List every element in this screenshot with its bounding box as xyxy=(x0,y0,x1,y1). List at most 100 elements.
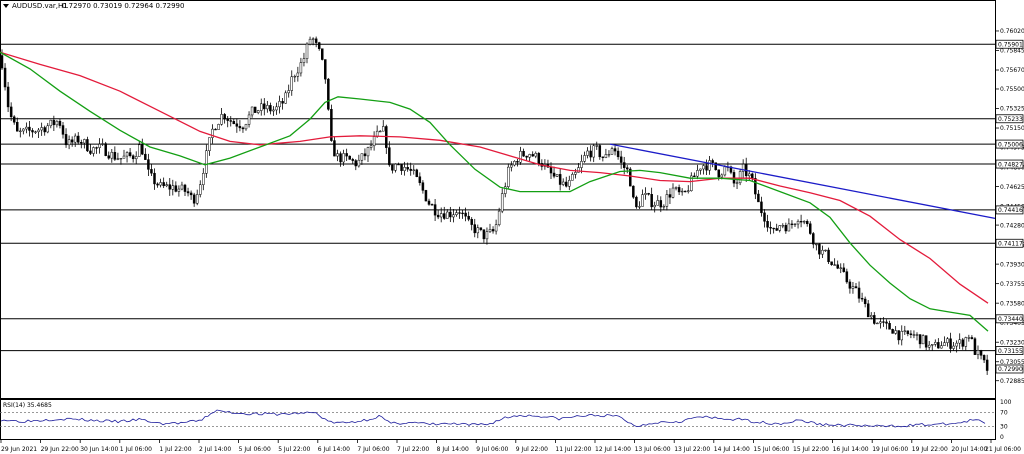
candle-body xyxy=(180,184,184,190)
x-tick-label: 5 Jul 22:00 xyxy=(278,446,310,453)
candle-body xyxy=(134,156,138,160)
candle-body xyxy=(561,181,565,185)
candle-body xyxy=(894,330,897,334)
ma-fast-line xyxy=(0,51,989,332)
candle-body xyxy=(153,172,156,185)
candle-body xyxy=(214,128,217,131)
y-tick-label: 0.75500 xyxy=(1000,86,1024,93)
candle-body xyxy=(860,298,864,300)
candle-body xyxy=(790,223,794,225)
candle-body xyxy=(64,134,68,146)
candle-body xyxy=(787,223,791,232)
candle-body xyxy=(857,287,861,299)
chart-menu-icon[interactable] xyxy=(3,4,9,8)
candle-body xyxy=(409,168,412,171)
candle-body xyxy=(769,227,772,229)
candle-body xyxy=(497,210,501,225)
candle-body xyxy=(760,201,763,214)
candle-body xyxy=(714,162,717,171)
candle-body xyxy=(863,298,867,305)
candle-body xyxy=(918,334,922,345)
candle-body xyxy=(308,38,312,45)
candle-body xyxy=(70,139,74,143)
candle-body xyxy=(763,212,766,222)
y-tick-label: 0.75150 xyxy=(1000,125,1024,132)
rsi-tick-label: 70 xyxy=(1000,410,1008,417)
candle-body xyxy=(616,150,620,158)
candle-body xyxy=(674,187,678,189)
y-tick-label: 0.76020 xyxy=(1000,28,1024,35)
candle-body xyxy=(757,193,760,203)
candle-body xyxy=(735,182,739,184)
candle-body xyxy=(16,122,19,132)
level-price-box xyxy=(995,159,1024,169)
candle-body xyxy=(253,106,257,113)
candles xyxy=(0,36,989,375)
candle-body xyxy=(159,182,162,186)
candle-body xyxy=(876,322,879,325)
candle-body xyxy=(873,315,876,324)
candle-body xyxy=(921,335,925,345)
x-tick-label: 9 Jul 06:00 xyxy=(476,446,508,453)
candle-body xyxy=(482,229,486,240)
candle-body xyxy=(202,173,205,185)
rsi-indicator: 100 70 30 0 xyxy=(0,399,1012,441)
candle-body xyxy=(430,204,434,206)
candle-body xyxy=(0,55,4,69)
candle-body xyxy=(720,174,724,178)
candle-body xyxy=(241,127,245,130)
candle-body xyxy=(43,127,46,133)
candle-body xyxy=(171,185,175,190)
candle-body xyxy=(244,124,248,130)
candle-body xyxy=(394,163,397,171)
candle-body xyxy=(12,116,16,123)
candle-body xyxy=(83,139,86,144)
ma-slow-line xyxy=(0,51,989,304)
candle-body xyxy=(378,130,382,133)
candle-body xyxy=(183,184,187,192)
candle-body xyxy=(958,339,961,344)
candle-body xyxy=(870,315,873,318)
candle-body xyxy=(772,227,775,230)
candle-body xyxy=(973,338,977,355)
candle-body xyxy=(360,153,364,161)
candle-body xyxy=(421,182,425,191)
candle-body xyxy=(317,42,321,49)
candle-body xyxy=(412,169,415,171)
candle-body xyxy=(31,130,34,133)
x-tick-label: 20 Jul 14:00 xyxy=(951,446,987,453)
candle-body xyxy=(150,169,153,174)
level-price-label: 0.75233 xyxy=(998,116,1023,123)
candle-body xyxy=(424,190,428,202)
candle-body xyxy=(549,166,553,174)
candle-body xyxy=(263,103,266,110)
candle-body xyxy=(891,329,894,334)
candle-body xyxy=(55,120,59,126)
candle-body xyxy=(67,139,71,146)
candle-body xyxy=(211,128,214,138)
x-tick-label: 14 Jul 14:00 xyxy=(714,446,750,453)
candle-body xyxy=(107,155,110,159)
candle-body xyxy=(473,224,476,234)
candle-body xyxy=(189,192,193,196)
candle-body xyxy=(598,145,602,158)
candle-body xyxy=(897,330,900,341)
candle-body xyxy=(339,153,342,163)
candle-body xyxy=(534,153,537,157)
candle-body xyxy=(58,120,62,126)
candle-body xyxy=(266,105,269,110)
candle-body xyxy=(754,178,757,195)
y-tick-label: 0.74280 xyxy=(1000,222,1024,229)
candle-body xyxy=(400,164,403,171)
candle-body xyxy=(793,223,797,226)
candle-body xyxy=(199,184,202,195)
candle-body xyxy=(9,106,13,118)
y-tick-label: 0.73405 xyxy=(1000,320,1024,327)
candle-body xyxy=(690,175,693,192)
candle-body xyxy=(604,154,608,158)
candle-body xyxy=(77,135,80,143)
y-tick-label: 0.74625 xyxy=(1000,184,1024,191)
candle-body xyxy=(363,153,367,157)
horizontal-levels xyxy=(0,43,995,352)
